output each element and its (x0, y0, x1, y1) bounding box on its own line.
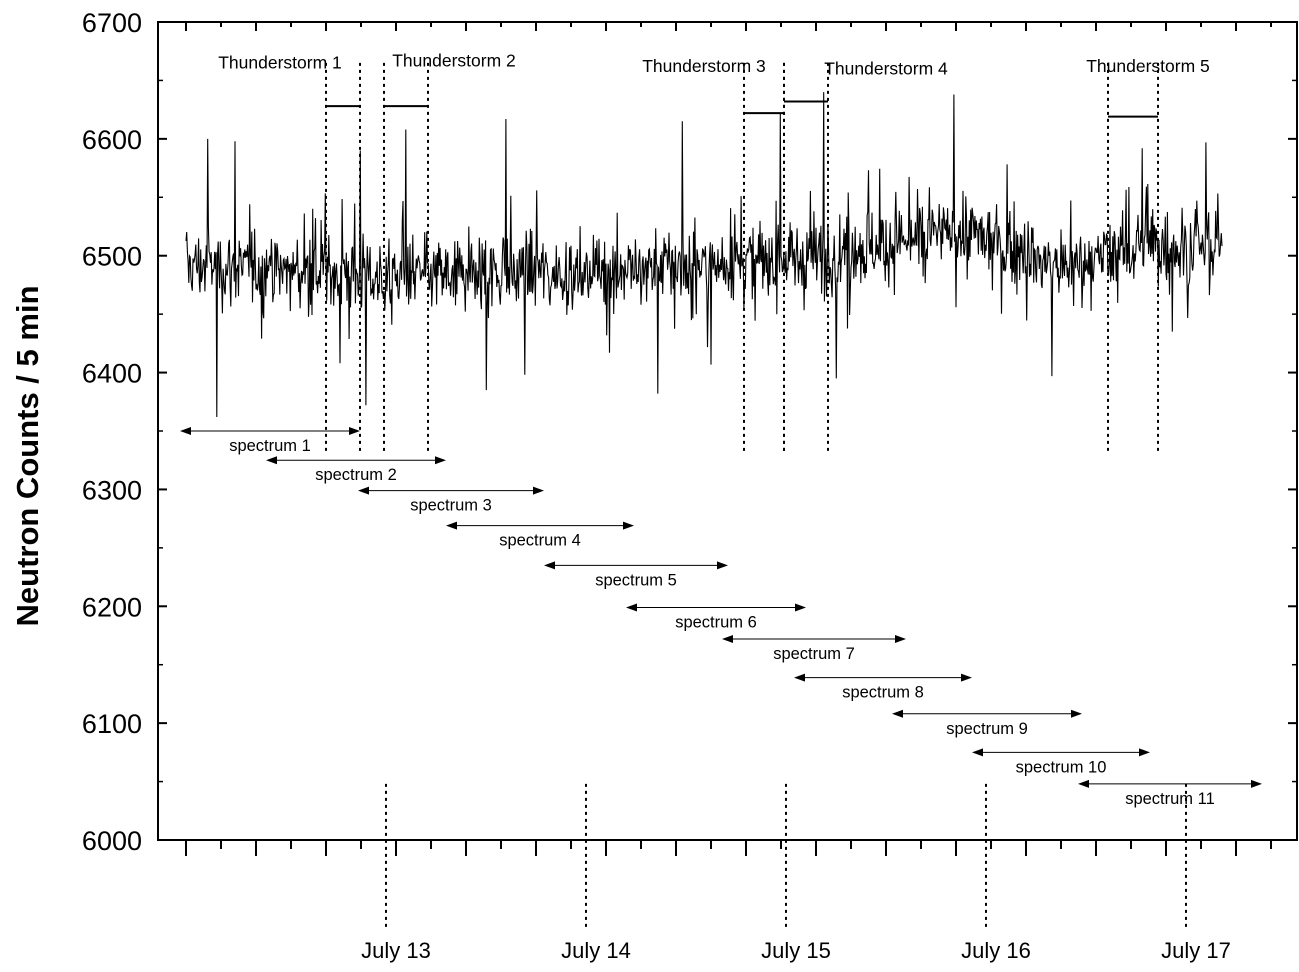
spectrum-4-label: spectrum 4 (499, 532, 581, 550)
spectrum-2-arrowhead-right (435, 456, 446, 465)
thunderstorm-1-label: Thunderstorm 1 (218, 53, 342, 73)
y-tick-label-6300: 6300 (82, 475, 142, 505)
spectrum-11-arrowhead-right (1251, 779, 1262, 788)
spectrum-8-arrowhead-right (961, 673, 972, 682)
date-label-4: July 16 (961, 938, 1031, 963)
spectrum-7-arrowhead-right (895, 635, 906, 644)
spectrum-8-label: spectrum 8 (842, 684, 924, 702)
spectrum-6-arrowhead-right (795, 603, 806, 612)
spectrum-5-arrowhead-left (544, 561, 555, 570)
date-marker-layer: July 13 July 14 July 15 July 16 July 17 (361, 783, 1231, 963)
spectrum-10-arrowhead-right (1139, 748, 1150, 757)
spectrum-4-arrowhead-left (446, 521, 457, 530)
spectrum-4-arrowhead-right (623, 521, 634, 530)
thunderstorm-4-label: Thunderstorm 4 (824, 59, 948, 79)
y-tick-label-6000: 6000 (82, 826, 142, 856)
spectrum-9-label: spectrum 9 (946, 720, 1028, 738)
spectrum-6-label: spectrum 6 (675, 613, 757, 631)
spectrum-5-label: spectrum 5 (595, 571, 677, 589)
spectrum-1-arrowhead-left (180, 427, 191, 435)
spectrum-10-arrowhead-left (972, 748, 983, 757)
thunderstorm-layer: Thunderstorm 1 Thunderstorm 2 Thunderstorm… (218, 50, 1210, 455)
spectrum-10-label: spectrum 10 (1016, 758, 1107, 776)
y-tick-label-6700: 6700 (82, 8, 142, 38)
y-tick-label-6400: 6400 (82, 359, 142, 389)
y-tick-label-6500: 6500 (82, 242, 142, 272)
spectrum-3-arrowhead-right (533, 486, 544, 495)
spectrum-3-label: spectrum 3 (410, 497, 492, 515)
spectrum-11-arrowhead-left (1078, 779, 1089, 788)
spectrum-1-arrowhead-right (349, 427, 360, 435)
y-axis-label: Neutron Counts / 5 min (10, 286, 45, 627)
spectrum-6-arrowhead-left (626, 603, 637, 612)
date-label-2: July 14 (561, 938, 631, 963)
spectrum-7-label: spectrum 7 (773, 645, 855, 663)
spectrum-3-arrowhead-left (358, 486, 369, 495)
date-label-1: July 13 (361, 938, 431, 963)
series-line-neutron-counts (185, 92, 1223, 418)
thunderstorm-3-label: Thunderstorm 3 (642, 56, 766, 76)
spectrum-9-arrowhead-right (1071, 709, 1082, 718)
thunderstorm-2-label: Thunderstorm 2 (392, 50, 516, 70)
spectrum-2-label: spectrum 2 (315, 466, 397, 484)
date-label-3: July 15 (761, 938, 831, 963)
spectrum-2-arrowhead-left (266, 456, 277, 465)
thunderstorm-5-label: Thunderstorm 5 (1086, 56, 1210, 76)
y-tick-label-6200: 6200 (82, 592, 142, 622)
spectrum-11-label: spectrum 11 (1125, 790, 1215, 808)
date-label-5: July 17 (1161, 938, 1231, 963)
series-layer (185, 92, 1223, 418)
spectrum-8-arrowhead-left (794, 673, 805, 682)
axes-layer: 6000 6100 6200 6300 6400 6500 6600 6700 (82, 8, 1298, 856)
spectrum-5-arrowhead-right (717, 561, 728, 570)
spectrum-7-arrowhead-left (722, 635, 733, 644)
spectrum-9-arrowhead-left (892, 709, 903, 718)
spectrum-1-label: spectrum 1 (229, 437, 311, 455)
y-tick-label-6600: 6600 (82, 125, 142, 155)
y-tick-label-6100: 6100 (82, 709, 142, 739)
